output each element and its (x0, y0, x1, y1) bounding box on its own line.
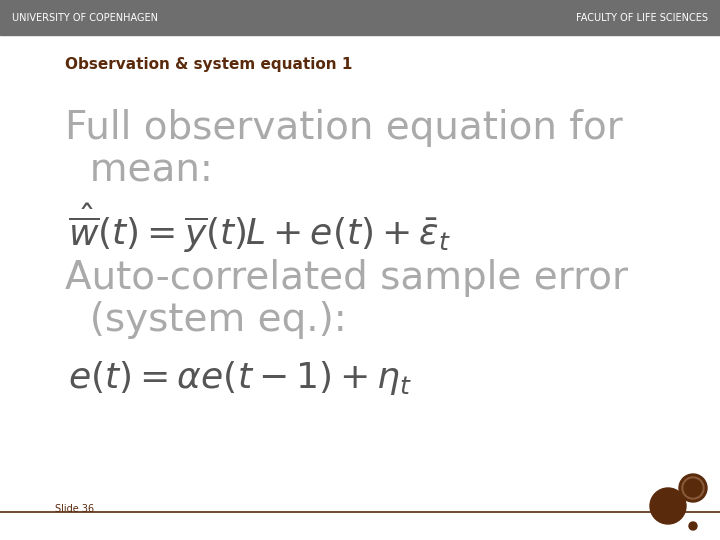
Bar (0, 0, 720, 35)
Text: Slide 36: Slide 36 (55, 504, 94, 514)
Text: $e(t) = \alpha e(t-1) + \eta_t$: $e(t) = \alpha e(t-1) + \eta_t$ (68, 359, 413, 397)
Text: Auto-correlated sample error: Auto-correlated sample error (65, 259, 628, 297)
Text: (system eq.):: (system eq.): (65, 301, 347, 339)
Text: UNIVERSITY OF COPENHAGEN: UNIVERSITY OF COPENHAGEN (12, 12, 158, 23)
Text: $\hat{\overline{w}}(t) = \overline{y}(t)L + e(t) + \bar{\epsilon}_t$: $\hat{\overline{w}}(t) = \overline{y}(t)… (68, 201, 451, 255)
Circle shape (689, 522, 697, 530)
Circle shape (650, 488, 686, 524)
Text: Full observation equation for: Full observation equation for (65, 109, 623, 147)
Circle shape (679, 474, 707, 502)
Text: mean:: mean: (65, 151, 213, 189)
Circle shape (682, 477, 704, 499)
Text: Observation & system equation 1: Observation & system equation 1 (65, 57, 352, 72)
Text: FACULTY OF LIFE SCIENCES: FACULTY OF LIFE SCIENCES (576, 12, 708, 23)
Circle shape (684, 479, 702, 497)
